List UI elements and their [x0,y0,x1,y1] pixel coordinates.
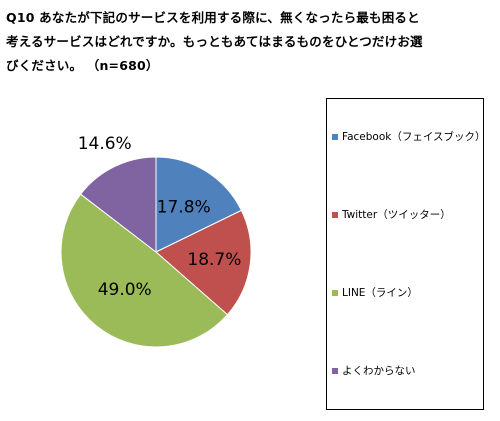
legend-item-facebook: Facebook（フェイスブック） [332,129,486,144]
legend-item-twitter: Twitter（ツイッター） [332,207,451,222]
legend-label-facebook: Facebook（フェイスブック） [342,129,486,144]
legend-swatch-line [332,290,338,296]
legend-label-twitter: Twitter（ツイッター） [342,207,451,222]
legend-swatch-facebook [332,134,338,140]
chart-legend: Facebook（フェイスブック） Twitter（ツイッター） LINE（ライ… [326,98,484,410]
legend-swatch-unknown [332,368,338,374]
legend-item-unknown: よくわからない [332,363,416,378]
legend-item-line: LINE（ライン） [332,285,418,300]
legend-swatch-twitter [332,212,338,218]
legend-label-line: LINE（ライン） [342,285,418,300]
legend-label-unknown: よくわからない [342,363,416,378]
slice-label-facebook: 17.8% [157,198,211,218]
slice-label-line: 49.0% [98,280,152,300]
slice-label-unknown: 14.6% [78,134,132,154]
slice-label-twitter: 18.7% [187,250,241,270]
